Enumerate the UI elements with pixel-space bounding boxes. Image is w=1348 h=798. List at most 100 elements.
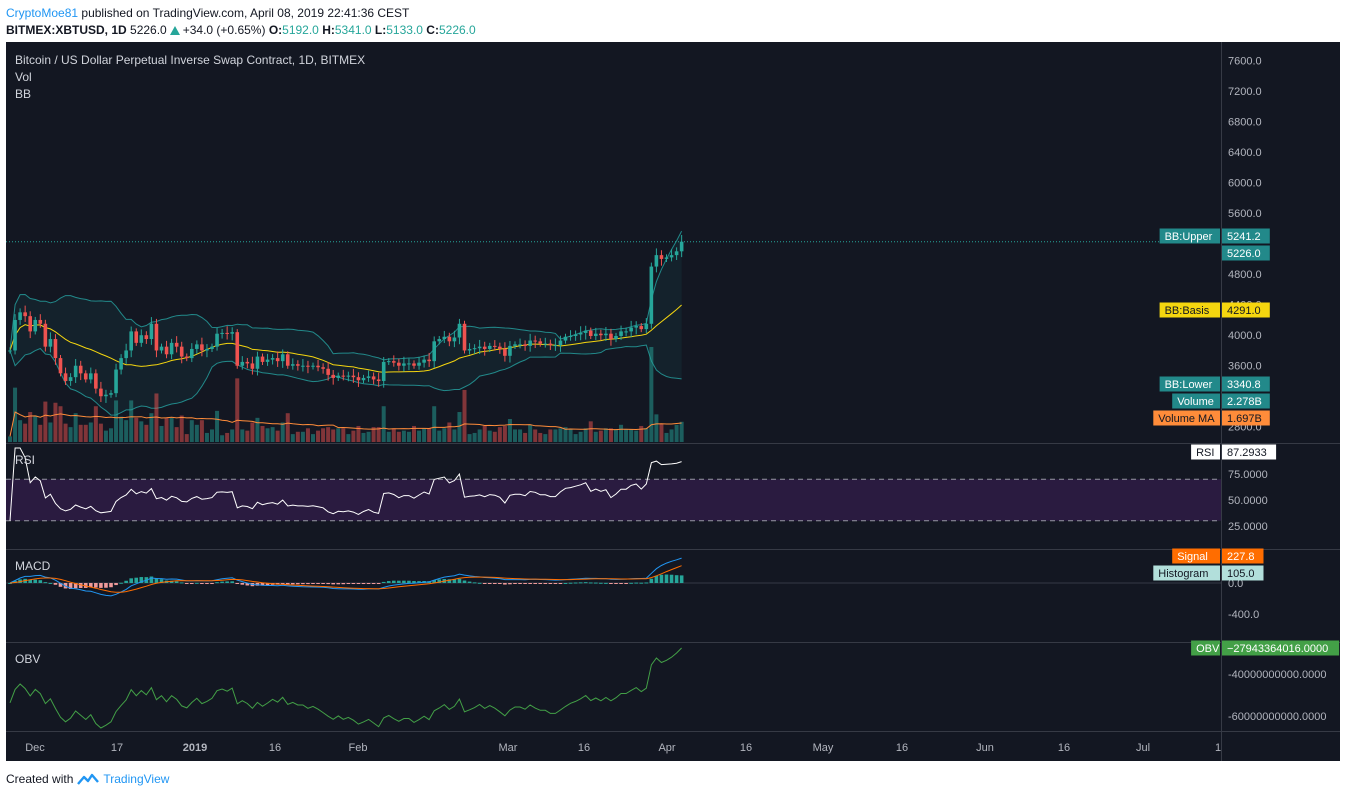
volume-bar bbox=[114, 400, 119, 442]
vol-legend: Vol bbox=[15, 70, 32, 84]
candle bbox=[326, 362, 330, 381]
volume-bar bbox=[129, 400, 134, 442]
candle bbox=[129, 326, 133, 358]
volume-bar bbox=[220, 435, 225, 442]
published-text: published on TradingView.com, April 08, … bbox=[81, 6, 410, 20]
candle bbox=[255, 351, 260, 376]
volume-bar bbox=[321, 428, 326, 442]
macd-histogram-bar bbox=[604, 582, 608, 584]
volume-bar bbox=[507, 419, 512, 442]
macd-histogram-bar bbox=[639, 582, 644, 584]
candle bbox=[679, 234, 684, 258]
macd-histogram-bar bbox=[38, 580, 43, 583]
macd-histogram-bar bbox=[306, 583, 310, 585]
volume-bar bbox=[573, 434, 578, 442]
candle bbox=[301, 359, 305, 372]
candle bbox=[351, 368, 356, 383]
candle bbox=[99, 381, 103, 403]
candle bbox=[73, 359, 78, 383]
obv-legend: OBV bbox=[15, 652, 40, 666]
macd-histogram-bar bbox=[245, 583, 250, 586]
macd-histogram-bar bbox=[129, 578, 133, 583]
rsi-legend: RSI bbox=[15, 453, 35, 467]
candle bbox=[669, 249, 674, 262]
macd-histogram-bar bbox=[109, 583, 113, 588]
volume-bar bbox=[174, 427, 179, 442]
author-link[interactable]: CryptoMoe81 bbox=[6, 6, 79, 20]
macd-histogram-bar bbox=[73, 583, 78, 589]
candle bbox=[321, 363, 325, 374]
volume-bar bbox=[144, 424, 149, 442]
candle bbox=[296, 360, 300, 371]
high-value: 5341.0 bbox=[334, 23, 372, 37]
bb-lower-line bbox=[9, 344, 682, 416]
candle bbox=[513, 341, 517, 349]
macd-histogram-bar bbox=[195, 582, 199, 584]
candle bbox=[144, 331, 149, 344]
candle bbox=[573, 330, 578, 341]
macd-histogram-bar bbox=[154, 578, 159, 583]
time-tick-label: 1 bbox=[1215, 742, 1221, 754]
volume-bar bbox=[679, 421, 684, 442]
candle bbox=[412, 360, 416, 369]
volume-bar bbox=[280, 422, 285, 442]
chart-svg[interactable]: 7600.0 7200.0 6800.0 6400.0 6000.0 5600.0 4800… bbox=[6, 42, 1340, 761]
svg-text:BB:Upper: BB:Upper bbox=[1165, 231, 1213, 243]
macd-histogram-bar bbox=[644, 582, 649, 584]
svg-text:5226.0: 5226.0 bbox=[1227, 248, 1261, 260]
volume-bar bbox=[462, 389, 467, 442]
volume-bar bbox=[43, 401, 48, 442]
candle bbox=[270, 354, 275, 365]
volume-bar bbox=[588, 421, 593, 442]
volume-bar bbox=[260, 425, 265, 442]
macd-histogram-bar bbox=[58, 583, 63, 587]
macd-histogram-bar bbox=[104, 583, 108, 588]
volume-bar bbox=[336, 428, 341, 442]
volume-bar bbox=[603, 428, 608, 442]
time-tick-label: Apr bbox=[658, 742, 675, 754]
macd-histogram-bar bbox=[190, 583, 194, 584]
volume-bar bbox=[78, 424, 83, 442]
volume-bar bbox=[497, 427, 502, 442]
volume-bar bbox=[406, 431, 411, 442]
time-tick-label: May bbox=[813, 742, 834, 754]
chart-container[interactable]: 7600.0 7200.0 6800.0 6400.0 6000.0 5600.0 4800… bbox=[6, 42, 1340, 761]
symbol-line: BITMEX:XBTUSD, 1D 5226.0 +34.0 (+0.65%) O… bbox=[6, 23, 476, 37]
candle bbox=[538, 338, 543, 347]
candle bbox=[210, 343, 214, 352]
volume-bar bbox=[457, 412, 462, 442]
macd-histogram-bar bbox=[513, 583, 517, 584]
candle bbox=[371, 372, 376, 385]
candle bbox=[528, 333, 532, 352]
volume-bar bbox=[376, 427, 381, 442]
macd-histogram-bar bbox=[614, 583, 618, 584]
macd-histogram-bar bbox=[669, 574, 674, 583]
candle bbox=[114, 363, 118, 398]
publish-line: CryptoMoe81 published on TradingView.com… bbox=[6, 6, 409, 20]
volume-bar bbox=[63, 423, 68, 442]
candle bbox=[205, 344, 209, 358]
volume-bar bbox=[447, 422, 452, 442]
volume-bar bbox=[553, 429, 558, 442]
volume-bar bbox=[401, 430, 406, 442]
obv-line bbox=[9, 647, 682, 729]
low-value: 5133.0 bbox=[386, 23, 423, 37]
macd-histogram-bar bbox=[523, 583, 527, 584]
tradingview-brand[interactable]: TradingView bbox=[103, 772, 170, 786]
candle bbox=[38, 314, 43, 328]
macd-histogram-bar bbox=[538, 583, 543, 584]
svg-text:BB:Basis: BB:Basis bbox=[1165, 305, 1210, 317]
volume-bar bbox=[624, 429, 629, 442]
volume-bar bbox=[48, 422, 53, 442]
svg-text:Signal: Signal bbox=[1177, 551, 1208, 563]
candle bbox=[78, 360, 83, 381]
candle bbox=[457, 318, 462, 345]
volume-bar bbox=[351, 430, 356, 442]
time-tick-label: Dec bbox=[25, 742, 45, 754]
macd-histogram-bar bbox=[366, 583, 371, 584]
candle bbox=[644, 317, 649, 334]
volume-bar bbox=[417, 430, 422, 442]
volume-bar bbox=[134, 417, 139, 442]
svg-text:5241.2: 5241.2 bbox=[1227, 231, 1261, 243]
candle bbox=[331, 369, 335, 385]
